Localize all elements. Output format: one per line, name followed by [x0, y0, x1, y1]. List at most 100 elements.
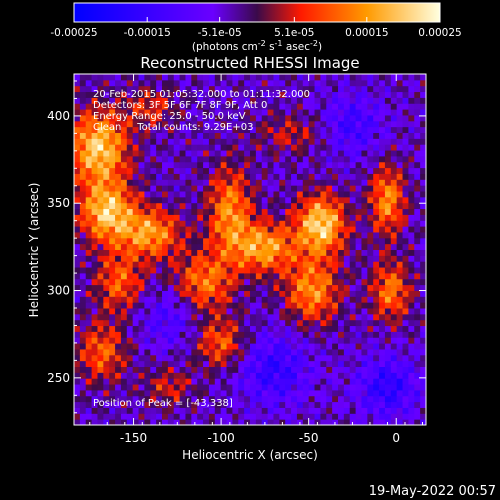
heatmap-cell [244, 343, 251, 350]
heatmap-cell [226, 237, 233, 245]
heatmap-cell [173, 319, 181, 327]
heatmap-cell [255, 389, 263, 397]
heatmap-cell [103, 261, 110, 268]
heatmap-cell [179, 231, 186, 239]
heatmap-cell [109, 337, 116, 344]
heatmap-cell [355, 261, 362, 268]
heatmap-cell [226, 407, 233, 414]
heatmap-cell [367, 196, 374, 204]
heatmap-image [74, 74, 426, 425]
heatmap-cell [302, 132, 310, 139]
heatmap-cell [79, 360, 87, 367]
heatmap-cell [126, 226, 134, 233]
heatmap-cell [273, 126, 280, 133]
heatmap-cell [285, 120, 292, 128]
heatmap-cell [156, 407, 163, 414]
heatmap-cell [97, 243, 104, 250]
heatmap-cell [144, 407, 151, 414]
heatmap-cell [302, 214, 310, 221]
heatmap-cell [126, 331, 134, 338]
heatmap-cell [349, 231, 357, 239]
heatmap-cell [74, 161, 81, 169]
heatmap-cell [332, 243, 339, 250]
heatmap-cell [267, 366, 274, 373]
heatmap-cell [273, 214, 280, 221]
heatmap-cell [396, 173, 404, 180]
heatmap-cell [232, 185, 239, 192]
heatmap-cell [74, 191, 81, 198]
heatmap-cell [144, 313, 151, 321]
heatmap-cell [314, 114, 321, 122]
heatmap-cell [91, 214, 98, 221]
heatmap-cell [162, 185, 169, 192]
heatmap-cell [420, 114, 426, 122]
heatmap-cell [203, 413, 210, 420]
heatmap-cell [144, 120, 151, 128]
heatmap-cell [396, 167, 404, 174]
heatmap-cell [185, 243, 192, 250]
heatmap-cell [185, 208, 192, 215]
heatmap-cell [238, 313, 245, 321]
heatmap-cell [85, 308, 93, 315]
heatmap-cell [373, 173, 380, 180]
heatmap-cell [179, 278, 186, 286]
heatmap-cell [296, 226, 304, 233]
heatmap-cell [244, 79, 251, 87]
heatmap-cell [384, 296, 392, 303]
heatmap-cell [109, 179, 116, 186]
heatmap-cell [285, 243, 292, 250]
heatmap-cell [320, 337, 327, 344]
heatmap-cell [314, 313, 321, 321]
heatmap-cell [156, 319, 163, 327]
heatmap-cell [185, 126, 192, 133]
heatmap-cell [255, 378, 263, 385]
heatmap-cell [244, 313, 251, 321]
heatmap-cell [367, 74, 374, 81]
heatmap-cell [214, 249, 222, 256]
heatmap-cell [314, 231, 321, 239]
heatmap-cell [384, 378, 392, 385]
heatmap-cell [314, 296, 321, 303]
heatmap-cell [97, 331, 104, 338]
heatmap-cell [126, 313, 134, 321]
heatmap-cell [373, 261, 380, 268]
heatmap-cell [120, 366, 128, 373]
heatmap-cell [343, 109, 351, 116]
heatmap-cell [109, 308, 116, 315]
heatmap-cell [103, 255, 110, 262]
heatmap-cell [414, 231, 421, 239]
heatmap-cell [273, 337, 280, 344]
heatmap-cell [402, 343, 409, 350]
heatmap-cell [208, 208, 216, 215]
heatmap-cell [296, 290, 304, 297]
heatmap-cell [420, 360, 426, 367]
heatmap-cell [74, 243, 81, 250]
heatmap-cell [302, 85, 310, 93]
heatmap-cell [203, 384, 210, 391]
heatmap-cell [85, 255, 93, 262]
heatmap-cell [273, 173, 280, 180]
heatmap-cell [343, 348, 351, 356]
heatmap-cell [173, 202, 181, 210]
heatmap-cell [197, 343, 204, 350]
heatmap-cell [156, 249, 163, 256]
heatmap-cell [173, 185, 181, 192]
heatmap-cell [167, 261, 175, 268]
heatmap-cell [349, 214, 357, 221]
heatmap-cell [420, 237, 426, 245]
heatmap-cell [314, 173, 321, 180]
heatmap-cell [244, 319, 251, 327]
heatmap-cell [273, 413, 280, 420]
heatmap-cell [150, 109, 157, 116]
heatmap-cell [97, 272, 104, 280]
heatmap-cell [308, 103, 316, 110]
heatmap-cell [226, 120, 233, 128]
heatmap-cell [138, 284, 145, 291]
heatmap-cell [208, 267, 216, 274]
heatmap-cell [285, 214, 292, 221]
heatmap-cell [97, 348, 104, 356]
heatmap-cell [226, 208, 233, 215]
heatmap-cell [302, 208, 310, 215]
heatmap-cell [320, 202, 327, 210]
heatmap-cell [390, 319, 398, 327]
